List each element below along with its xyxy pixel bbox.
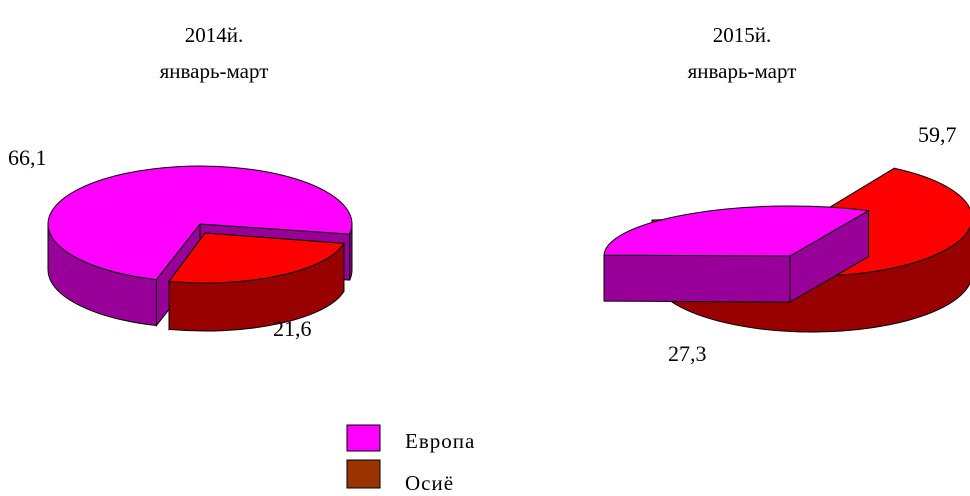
pie-2015-label-asia: 59,7 xyxy=(918,122,957,147)
legend-label-europe: Европа xyxy=(405,429,475,453)
pie-2015-europe-top xyxy=(603,205,871,257)
pie-2014-slice-asia xyxy=(168,231,345,332)
chart1-title-line1: 2014й. xyxy=(185,23,244,47)
pie-2015-slice-europe xyxy=(603,205,871,303)
chart2-title-line2: январь-март xyxy=(688,59,797,83)
pie-2014-label-asia: 21,6 xyxy=(273,316,312,341)
pie-2015-label-europe: 27,3 xyxy=(668,341,707,366)
legend-swatch-asia xyxy=(346,459,381,489)
pie-2015-europe-cut-face xyxy=(603,254,791,303)
legend-swatch-europe xyxy=(346,424,381,452)
pie-chart-2015 xyxy=(603,167,970,333)
chart1-title-line2: январь-март xyxy=(160,59,269,83)
pie-2014-label-europe: 66,1 xyxy=(8,145,47,170)
pie-chart-2014 xyxy=(47,165,353,332)
pie-2014-europe-top xyxy=(47,165,353,281)
legend-label-asia: Осиё xyxy=(405,471,454,495)
legend: Европа Осиё xyxy=(346,424,475,495)
pie-2014-asia-top xyxy=(168,232,345,284)
chart2-title-line1: 2015й. xyxy=(713,23,772,47)
